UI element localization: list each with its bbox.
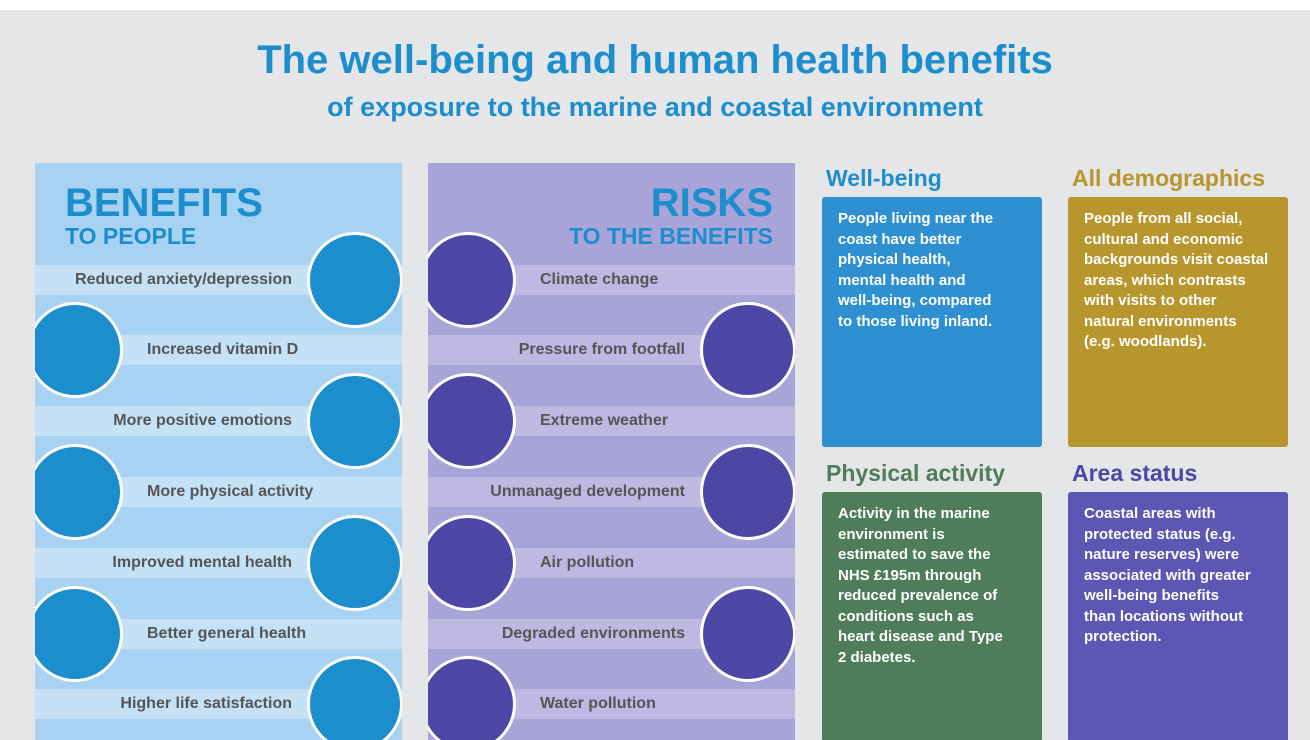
- box-text: cultural and economic: [1084, 230, 1272, 251]
- box-text: well-being, compared: [838, 291, 1026, 312]
- infographic: The well-being and human health benefits…: [0, 0, 1310, 740]
- box-text: areas, which contrasts: [1084, 271, 1272, 292]
- benefits-subheading: TO PEOPLE: [65, 223, 196, 250]
- item-label: Water pollution: [540, 689, 656, 719]
- icon: [428, 232, 516, 328]
- box-text: environment is: [838, 525, 1026, 546]
- box-text: NHS £195m through: [838, 566, 1026, 587]
- risks-heading: RISKS: [651, 181, 773, 226]
- box-text: protected status (e.g.: [1084, 525, 1272, 546]
- box-text: People from all social,: [1084, 209, 1272, 230]
- item-label: Higher life satisfaction: [120, 689, 292, 719]
- info-box: People from all social,cultural and econ…: [1068, 197, 1288, 447]
- icon: [428, 656, 516, 740]
- box-text: conditions such as: [838, 607, 1026, 628]
- box-text: 2 diabetes.: [838, 648, 1026, 669]
- icon: [428, 515, 516, 611]
- icon: [307, 232, 402, 328]
- item-label: Climate change: [540, 265, 658, 295]
- title: The well-being and human health benefits: [0, 38, 1310, 83]
- box-text: well-being benefits: [1084, 586, 1272, 607]
- risks-subheading: TO THE BENEFITS: [569, 223, 773, 250]
- box-heading: Area status: [1072, 460, 1197, 487]
- icon: [35, 302, 123, 398]
- icon: [307, 373, 402, 469]
- box-text: nature reserves) were: [1084, 545, 1272, 566]
- box-text: reduced prevalence of: [838, 586, 1026, 607]
- box-text: coast have better: [838, 230, 1026, 251]
- item-label: Extreme weather: [540, 406, 668, 436]
- box-text: estimated to save the: [838, 545, 1026, 566]
- item-label: Air pollution: [540, 548, 634, 578]
- item-label: More positive emotions: [113, 406, 292, 436]
- box-text: protection.: [1084, 627, 1272, 648]
- box-text: associated with greater: [1084, 566, 1272, 587]
- item-label: Better general health: [147, 619, 306, 649]
- icon: [700, 444, 795, 540]
- box-text: Coastal areas with: [1084, 504, 1272, 525]
- box-text: to those living inland.: [838, 312, 1026, 333]
- item-label: Increased vitamin D: [147, 335, 298, 365]
- icon: [428, 373, 516, 469]
- box-text: (e.g. woodlands).: [1084, 332, 1272, 353]
- item-label: Reduced anxiety/depression: [75, 265, 292, 295]
- box-text: physical health,: [838, 250, 1026, 271]
- box-heading: Well-being: [826, 165, 942, 192]
- icon: [700, 586, 795, 682]
- box-text: than locations without: [1084, 607, 1272, 628]
- box-heading: Physical activity: [826, 460, 1005, 487]
- box-text: heart disease and Type: [838, 627, 1026, 648]
- icon: [700, 302, 795, 398]
- box-text: Activity in the marine: [838, 504, 1026, 525]
- benefits-heading: BENEFITS: [65, 181, 263, 226]
- item-label: Improved mental health: [112, 548, 292, 578]
- box-text: natural environments: [1084, 312, 1272, 333]
- box-text: People living near the: [838, 209, 1026, 230]
- box-text: backgrounds visit coastal: [1084, 250, 1272, 271]
- icon: [35, 444, 123, 540]
- item-label: Pressure from footfall: [519, 335, 685, 365]
- box-heading: All demographics: [1072, 165, 1265, 192]
- box-text: mental health and: [838, 271, 1026, 292]
- icon: [307, 515, 402, 611]
- subtitle: of exposure to the marine and coastal en…: [0, 92, 1310, 123]
- icon: [35, 586, 123, 682]
- item-label: More physical activity: [147, 477, 313, 507]
- item-label: Degraded environments: [502, 619, 685, 649]
- icon: [307, 656, 402, 740]
- box-text: with visits to other: [1084, 291, 1272, 312]
- item-label: Unmanaged development: [490, 477, 685, 507]
